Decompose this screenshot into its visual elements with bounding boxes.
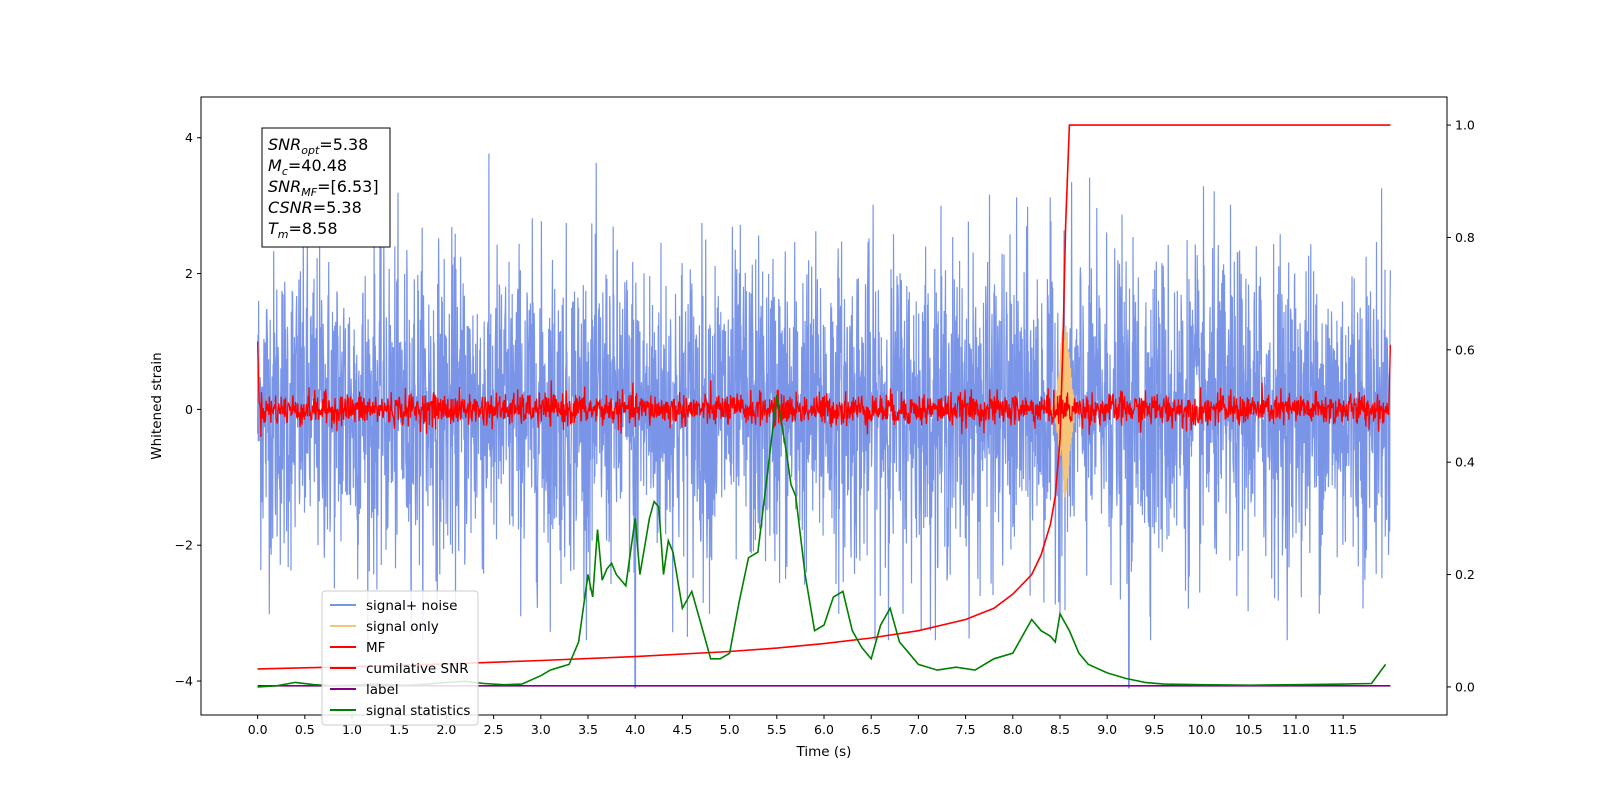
- x-tick-label: 0.5: [295, 722, 315, 737]
- x-tick-label: 10.5: [1235, 722, 1263, 737]
- x-tick-label: 1.0: [342, 722, 362, 737]
- x-tick-label: 3.0: [531, 722, 551, 737]
- y-axis-label: Whitened strain: [149, 352, 165, 459]
- legend-label: signal only: [366, 619, 439, 635]
- legend-label: cumilative SNR: [366, 661, 469, 677]
- x-tick-label: 10.0: [1188, 722, 1216, 737]
- annotation-line: SNRopt=5.38: [268, 135, 368, 157]
- y-right-tick-label: 0.4: [1455, 455, 1475, 470]
- x-tick-label: 8.5: [1050, 722, 1070, 737]
- legend-label: label: [366, 682, 399, 698]
- y-left-tick-label: 4: [185, 130, 193, 145]
- x-axis-label: Time (s): [796, 744, 852, 760]
- legend-frame: [321, 590, 479, 726]
- x-tick-label: 11.5: [1329, 722, 1357, 737]
- annotation-line: CSNR=5.38: [268, 198, 362, 217]
- legend-label: signal statistics: [366, 703, 470, 719]
- x-tick-label: 4.5: [672, 722, 692, 737]
- y-right-tick-label: 0.2: [1455, 567, 1475, 582]
- legend-label: signal+ noise: [366, 598, 457, 614]
- x-tick-label: 5.5: [767, 722, 787, 737]
- annotation-line: SNRMF=[6.53]: [268, 177, 379, 199]
- x-tick-label: 7.5: [956, 722, 976, 737]
- x-tick-label: 6.0: [814, 722, 834, 737]
- x-tick-label: 2.0: [436, 722, 456, 737]
- x-tick-label: 11.0: [1282, 722, 1310, 737]
- y-left-tick-label: 2: [185, 266, 193, 281]
- series-cumulative-snr-line: [257, 124, 1391, 670]
- x-tick-label: 6.5: [861, 722, 881, 737]
- x-tick-label: 4.0: [625, 722, 645, 737]
- x-tick-label: 0.0: [248, 722, 268, 737]
- legend-label: MF: [366, 640, 385, 656]
- x-tick-label: 1.5: [389, 722, 409, 737]
- series-signal-statistics-line: [257, 394, 1387, 688]
- series-mf-line: [256, 341, 1392, 438]
- annotation-frame: [261, 127, 391, 248]
- y-right-tick-label: 1.0: [1455, 118, 1475, 133]
- x-tick-label: 2.5: [484, 722, 504, 737]
- y-left-tick-label: −4: [175, 674, 193, 689]
- x-tick-label: 8.0: [1003, 722, 1023, 737]
- axes-layer: 0.0 0.5 1.0 1.5 2.0 2.5 3.0 3.5 4.0 4.5 5.0 5.5 6.0 6…: [175, 118, 1475, 737]
- y-left-tick-label: −2: [175, 538, 193, 553]
- x-tick-label: 9.0: [1097, 722, 1117, 737]
- y-left-tick-label: 0: [185, 402, 193, 417]
- y-right-tick-label: 0.8: [1455, 230, 1475, 245]
- annotation-line: Tm=8.58: [268, 219, 338, 241]
- x-tick-label: 9.5: [1144, 722, 1164, 737]
- x-tick-label: 7.0: [908, 722, 928, 737]
- series-signal-noise-line: [257, 153, 1391, 689]
- annotation-line: Mc=40.48: [268, 156, 347, 178]
- annotation-box: SNRopt=5.38Mc=40.48SNRMF=[6.53]CSNR=5.38…: [261, 127, 391, 248]
- x-tick-label: 3.5: [578, 722, 598, 737]
- legend: signal+ noise signal only MF cumilative SNR…: [321, 590, 479, 726]
- y-right-tick-label: 0.6: [1455, 342, 1475, 357]
- x-tick-label: 5.0: [720, 722, 740, 737]
- y-right-tick-label: 0.0: [1455, 679, 1475, 694]
